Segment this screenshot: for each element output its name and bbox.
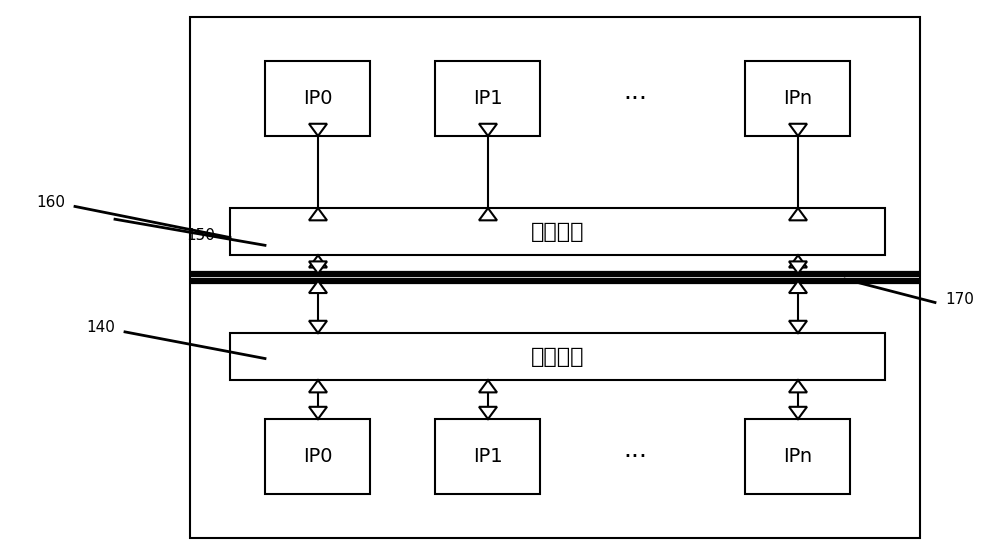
Polygon shape bbox=[789, 124, 807, 136]
Text: IP0: IP0 bbox=[303, 447, 332, 466]
Text: IP0: IP0 bbox=[303, 89, 332, 108]
Polygon shape bbox=[789, 261, 807, 274]
Polygon shape bbox=[479, 124, 497, 136]
Polygon shape bbox=[309, 208, 327, 220]
Polygon shape bbox=[309, 380, 327, 392]
Polygon shape bbox=[309, 124, 327, 136]
Text: IPn: IPn bbox=[783, 89, 812, 108]
Text: IP1: IP1 bbox=[473, 89, 502, 108]
Polygon shape bbox=[789, 281, 807, 293]
Text: 140: 140 bbox=[86, 320, 115, 335]
Polygon shape bbox=[789, 407, 807, 419]
Bar bbox=[230, 208, 885, 255]
Polygon shape bbox=[789, 255, 807, 268]
Bar bbox=[435, 419, 540, 494]
Text: 150: 150 bbox=[186, 228, 215, 244]
Text: 系统总线: 系统总线 bbox=[531, 221, 584, 242]
Bar bbox=[745, 61, 850, 136]
Polygon shape bbox=[479, 407, 497, 419]
Text: 系统总线: 系统总线 bbox=[531, 346, 584, 367]
Bar bbox=[745, 419, 850, 494]
Polygon shape bbox=[479, 380, 497, 392]
Bar bbox=[435, 61, 540, 136]
Text: ···: ··· bbox=[623, 87, 647, 111]
Polygon shape bbox=[309, 281, 327, 293]
Polygon shape bbox=[309, 261, 327, 274]
Text: ···: ··· bbox=[623, 445, 647, 469]
Bar bbox=[190, 17, 920, 538]
Polygon shape bbox=[789, 208, 807, 220]
Text: IP1: IP1 bbox=[473, 447, 502, 466]
Polygon shape bbox=[789, 321, 807, 333]
Text: 170: 170 bbox=[945, 292, 974, 307]
Polygon shape bbox=[309, 321, 327, 333]
Text: 160: 160 bbox=[36, 195, 65, 210]
Polygon shape bbox=[309, 407, 327, 419]
Text: IPn: IPn bbox=[783, 447, 812, 466]
Bar bbox=[230, 333, 885, 380]
Bar bbox=[265, 61, 370, 136]
Polygon shape bbox=[309, 255, 327, 268]
Polygon shape bbox=[789, 380, 807, 392]
Polygon shape bbox=[479, 208, 497, 220]
Bar bbox=[265, 419, 370, 494]
